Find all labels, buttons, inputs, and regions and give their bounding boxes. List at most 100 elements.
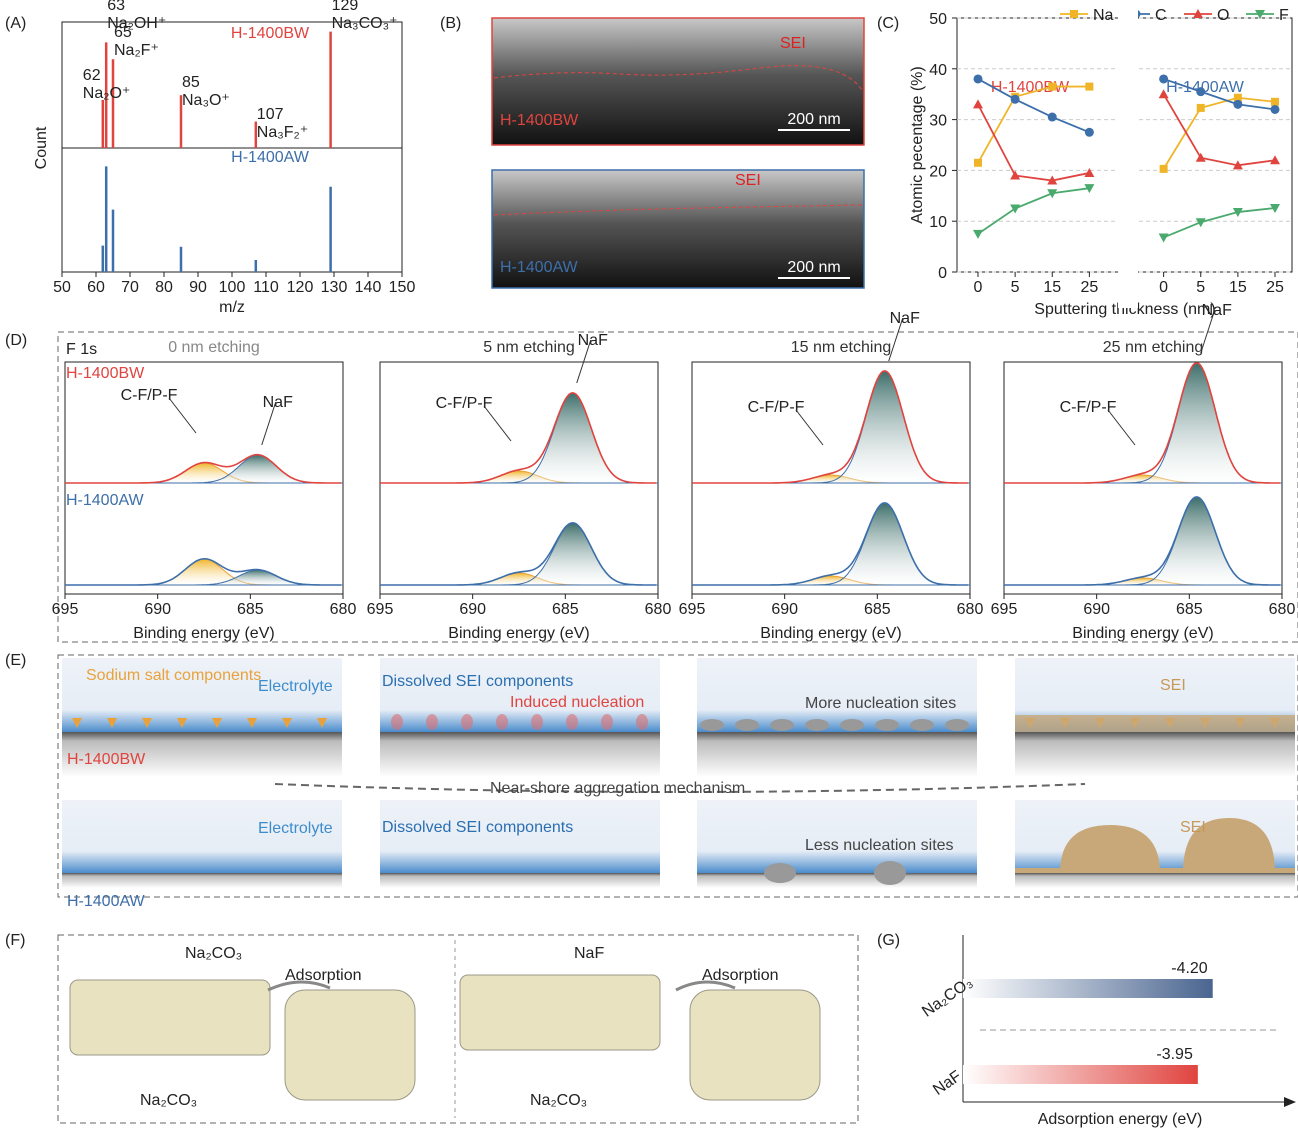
panel-label: (E) (5, 652, 26, 669)
substrate (1015, 873, 1295, 888)
x-tick-label: 25 (1080, 279, 1098, 296)
x-tick-label: 680 (1269, 601, 1296, 618)
pointer (796, 410, 823, 445)
legend-label: O (1217, 7, 1229, 24)
nucleus (531, 714, 543, 730)
marker (1196, 87, 1205, 96)
substrate (1015, 732, 1295, 777)
peak-component (1004, 363, 1282, 483)
marker (1159, 233, 1169, 242)
nucleus (735, 719, 759, 731)
marker (1233, 100, 1242, 109)
substrate (380, 873, 660, 888)
x-tick-label: 685 (552, 601, 579, 618)
crystal (690, 990, 820, 1100)
x-tick-label: 695 (991, 601, 1018, 618)
nucleus (764, 863, 796, 883)
panel-b (492, 18, 864, 288)
pointer (1108, 410, 1135, 445)
nucleus (805, 719, 829, 731)
nucleus (461, 714, 473, 730)
x-tick-label: 90 (189, 279, 207, 296)
x-tick-label: 140 (355, 279, 382, 296)
peak-label: NaF (890, 310, 920, 327)
marker (973, 99, 983, 108)
peak-label: C-F/P-F (436, 395, 493, 412)
value-label: -4.20 (1171, 960, 1208, 977)
x-axis-label: Binding energy (eV) (1072, 625, 1213, 642)
nucleus (700, 719, 724, 731)
x-axis-label: m/z (219, 299, 245, 316)
peak-label: NaF (1202, 302, 1232, 319)
marker (1048, 83, 1056, 91)
y-axis-label: Atomic pecentage (%) (909, 66, 926, 223)
envelope (380, 393, 656, 483)
molecule-label: Na₂CO₃ (185, 945, 242, 962)
substrate (697, 873, 977, 888)
x-tick-label: 80 (155, 279, 173, 296)
peak-label: NaF (578, 332, 608, 349)
x-axis-label: Adsorption energy (eV) (1038, 1111, 1203, 1128)
panel-title: 5 nm etching (483, 339, 575, 356)
x-tick-label: 695 (367, 601, 394, 618)
x-tick-label: 0 (974, 279, 983, 296)
marker (1271, 105, 1280, 114)
x-tick-label: 110 (253, 279, 279, 296)
series-label: H-1400BW (231, 25, 310, 42)
x-tick-label: 5 (1196, 279, 1205, 296)
nucleus (875, 719, 899, 731)
legend-label: C (1155, 7, 1167, 24)
scale-label: 200 nm (787, 259, 840, 276)
substrate (62, 873, 342, 888)
bar (963, 1065, 1198, 1084)
x-tick-label: 25 (1266, 279, 1284, 296)
peak-label: C-F/P-F (1060, 399, 1117, 416)
substrate (380, 732, 660, 777)
pointer (169, 398, 196, 433)
y-tick-label: 40 (929, 62, 947, 79)
x-tick-label: 70 (121, 279, 139, 296)
diagram-text: Near-shore aggregation mechanism (490, 780, 745, 797)
sei-label: SEI (780, 35, 806, 52)
x-tick-label: 685 (864, 601, 891, 618)
panel-label: (G) (877, 932, 900, 949)
y-tick-label: 20 (929, 163, 947, 180)
x-tick-label: 150 (389, 279, 416, 296)
arrowhead (1284, 1097, 1296, 1107)
x-axis-label: Binding energy (eV) (133, 625, 274, 642)
molecule-label: NaF (574, 945, 604, 962)
nucleus (496, 714, 508, 730)
y-axis-label: Count (33, 126, 50, 169)
marker (1197, 104, 1205, 112)
envelope (1004, 363, 1280, 483)
y-tick-label: 0 (938, 265, 947, 282)
figure: (A)(B)(C)(D)(E)(F)(G)5060708090100110120… (0, 0, 1298, 1130)
x-tick-label: 100 (219, 279, 246, 296)
marker (1085, 128, 1094, 137)
substrate-label: Na₂CO₃ (530, 1092, 587, 1109)
diagram-text: Electrolyte (258, 678, 333, 695)
panel-label: (F) (5, 932, 25, 949)
ion-label: Na₂O⁺ (83, 85, 131, 102)
sei-layer (1015, 715, 1295, 732)
panel-title: 15 nm etching (791, 339, 892, 356)
sei-label: SEI (735, 172, 761, 189)
peak-component (1004, 497, 1282, 585)
peak-label: NaF (263, 394, 293, 411)
frame (58, 332, 1298, 642)
peak-mz: 107 (257, 106, 284, 123)
substrate (697, 732, 977, 777)
y-tick-label: 10 (929, 214, 947, 231)
peak-mz: 85 (182, 74, 200, 91)
peak-component (65, 463, 343, 483)
sample-label: H-1400AW (67, 893, 146, 910)
diagram-text: Electrolyte (258, 820, 333, 837)
peak-mz: 129 (332, 0, 359, 14)
peak-component (692, 503, 970, 585)
nucleus (426, 714, 438, 730)
marker (973, 230, 983, 239)
diagram-text: Less nucleation sites (805, 837, 954, 854)
envelope (692, 503, 968, 585)
x-tick-label: 130 (321, 279, 348, 296)
marker (974, 159, 982, 167)
